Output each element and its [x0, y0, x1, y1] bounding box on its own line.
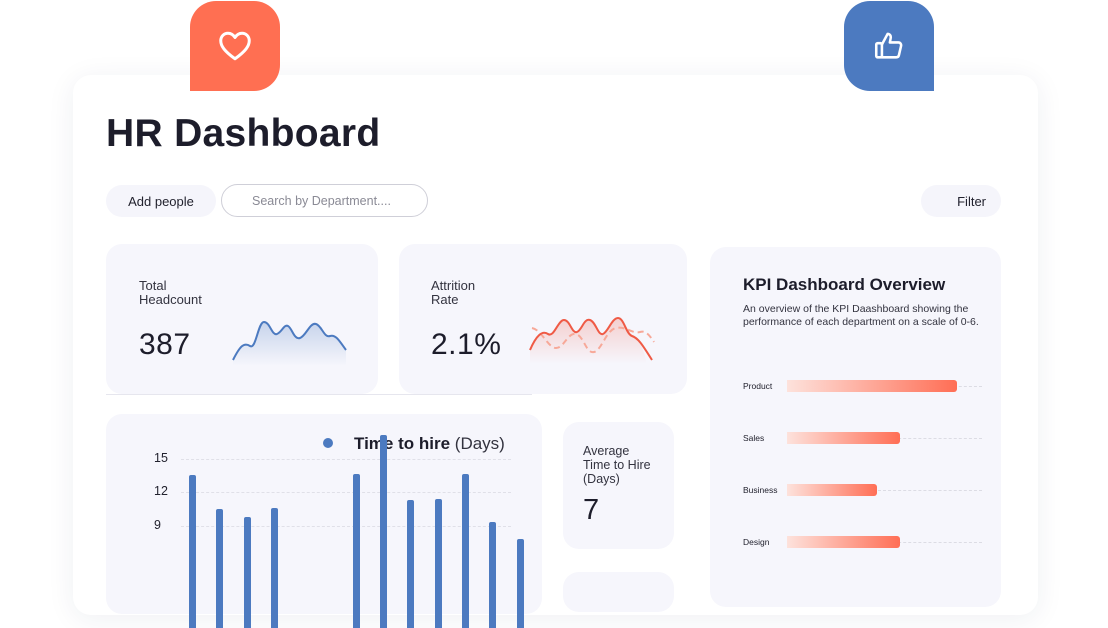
attrition-sparkline-line [529, 316, 653, 361]
time-to-hire-card [106, 414, 542, 614]
kpi-label-product: Product [743, 381, 773, 391]
heart-badge [190, 1, 280, 91]
kpi-label-design: Design [743, 537, 770, 547]
thumbs-up-badge [844, 1, 934, 91]
y-tick-label: 9 [154, 518, 161, 533]
headcount-sparkline-line [232, 320, 347, 361]
attrition-value: 2.1% [431, 328, 502, 361]
add-people-button[interactable]: Add people [106, 185, 216, 217]
chart-title: Time to hire (Days) [354, 434, 505, 453]
kpi-bar-design [787, 536, 900, 548]
time-to-hire-bar [489, 522, 496, 628]
time-to-hire-bar [244, 517, 251, 628]
time-to-hire-bar [189, 475, 196, 628]
y-tick-label: 12 [154, 484, 168, 499]
avg-time-to-hire-value: 7 [583, 494, 600, 526]
avg-time-to-hire-card [563, 422, 674, 549]
attrition-label: Attrition Rate [431, 278, 476, 307]
heart-icon [219, 31, 251, 61]
kpi-card [710, 247, 1001, 607]
legend-marker [323, 438, 333, 448]
kpi-gridline [787, 490, 982, 491]
kpi-label-business: Business [743, 485, 778, 495]
y-tick-label: 15 [154, 450, 168, 465]
time-to-hire-bar [462, 474, 469, 628]
attrition-card [399, 244, 687, 394]
gridline [181, 492, 511, 494]
filter-button[interactable]: Filter [921, 185, 1001, 217]
search-input[interactable] [221, 184, 428, 217]
time-to-hire-bar [517, 539, 524, 628]
kpi-title: KPI Dashboard Overview [743, 275, 946, 294]
time-to-hire-bar [353, 474, 360, 628]
time-to-hire-bar [407, 500, 414, 628]
headcount-card [106, 244, 378, 394]
gridline [181, 526, 511, 528]
kpi-label-sales: Sales [743, 433, 765, 443]
thumbs-up-icon [874, 32, 903, 59]
attrition-dashed-line [531, 326, 655, 354]
kpi-bar-product [787, 380, 957, 392]
time-to-hire-bar [271, 508, 278, 628]
kpi-bar-sales [787, 432, 900, 444]
headcount-sparkline [232, 320, 347, 366]
stat-card [563, 572, 674, 612]
time-to-hire-bar [435, 499, 442, 628]
divider [106, 394, 532, 395]
attrition-sparkline [529, 316, 655, 364]
avg-time-to-hire-label: Average Time to Hire (Days) [583, 444, 651, 486]
headcount-label: Total Headcount [139, 278, 202, 307]
gridline [181, 458, 511, 460]
page-title: HR Dashboard [106, 112, 381, 155]
headcount-value: 387 [139, 328, 191, 361]
time-to-hire-bar [216, 509, 223, 628]
kpi-bar-business [787, 484, 877, 496]
time-to-hire-bar [380, 435, 387, 628]
kpi-description: An overview of the KPI Daashboard showin… [743, 303, 979, 328]
